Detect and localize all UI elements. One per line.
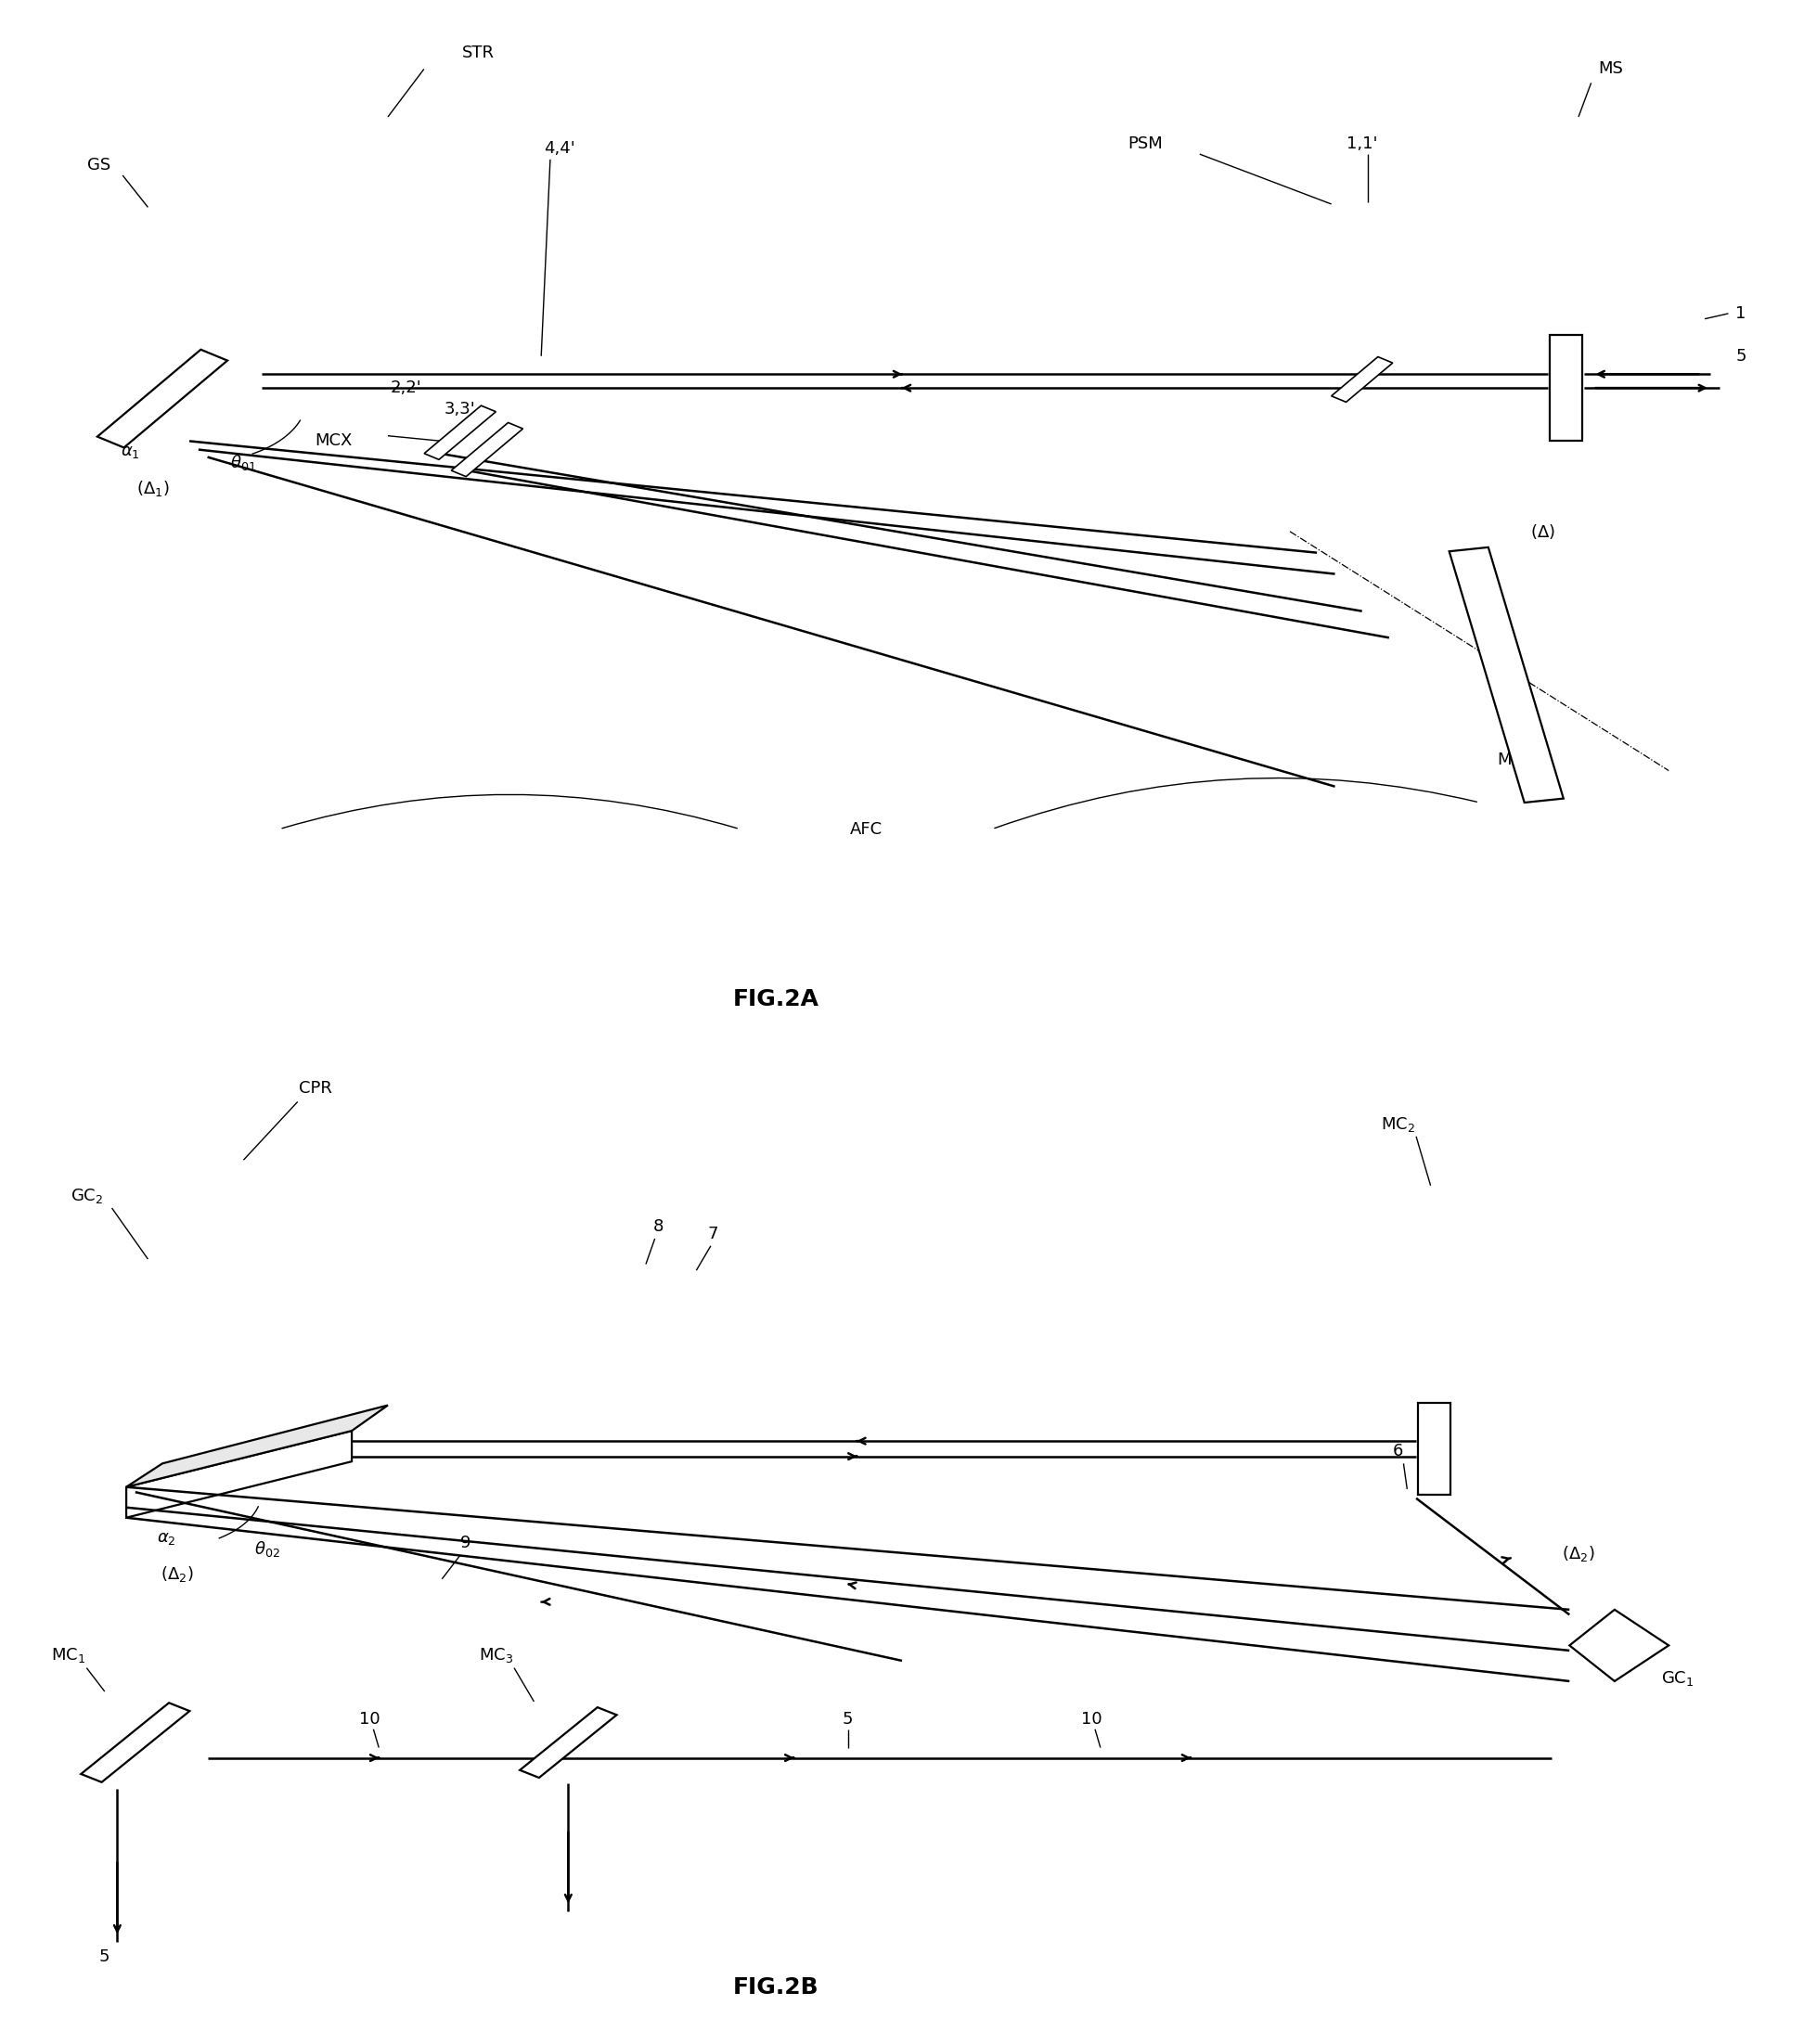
Text: 3,3': 3,3' xyxy=(444,401,476,417)
Text: $\theta_{02}$: $\theta_{02}$ xyxy=(254,1539,280,1560)
Polygon shape xyxy=(1418,1402,1450,1496)
Text: 8: 8 xyxy=(653,1218,664,1235)
Text: 4,4': 4,4' xyxy=(543,141,575,157)
Text: 5: 5 xyxy=(842,1711,853,1727)
Text: GC$_1$: GC$_1$ xyxy=(1661,1668,1694,1688)
Text: $(\Delta_2)$: $(\Delta_2)$ xyxy=(161,1564,193,1584)
Text: $(\Delta)$: $(\Delta)$ xyxy=(1530,521,1555,542)
Text: 7: 7 xyxy=(707,1224,718,1243)
Text: FIG.2A: FIG.2A xyxy=(732,987,819,1010)
Text: CPR: CPR xyxy=(299,1079,332,1098)
Text: FIG.2B: FIG.2B xyxy=(732,1977,819,1999)
Text: PSM: PSM xyxy=(1128,135,1164,151)
Text: MC$_3$: MC$_3$ xyxy=(478,1645,514,1666)
Polygon shape xyxy=(81,1703,189,1782)
Polygon shape xyxy=(1550,335,1582,442)
Polygon shape xyxy=(1569,1611,1669,1680)
Text: 2,2': 2,2' xyxy=(390,380,422,397)
Text: MCV: MCV xyxy=(1497,752,1533,769)
Text: 1: 1 xyxy=(1735,305,1746,321)
Polygon shape xyxy=(97,350,227,448)
Polygon shape xyxy=(451,423,523,476)
Text: $(\Delta_1)$: $(\Delta_1)$ xyxy=(137,478,170,499)
Polygon shape xyxy=(520,1707,617,1778)
Text: 1,1': 1,1' xyxy=(1346,135,1378,151)
Text: MC$_2$: MC$_2$ xyxy=(1380,1114,1416,1134)
Text: $\alpha_1$: $\alpha_1$ xyxy=(121,444,139,460)
Polygon shape xyxy=(1331,358,1393,403)
Polygon shape xyxy=(126,1406,388,1488)
Text: $(\Delta_2)$: $(\Delta_2)$ xyxy=(1562,1543,1595,1564)
Text: $\theta_{01}$: $\theta_{01}$ xyxy=(231,452,256,472)
Text: 5: 5 xyxy=(99,1948,110,1966)
Text: 5: 5 xyxy=(1735,347,1746,364)
Text: 10: 10 xyxy=(359,1711,381,1727)
Text: MC$_1$: MC$_1$ xyxy=(51,1645,87,1666)
Text: $\alpha_2$: $\alpha_2$ xyxy=(157,1529,175,1547)
Polygon shape xyxy=(1449,548,1564,803)
Text: 6: 6 xyxy=(1393,1443,1404,1459)
Text: 10: 10 xyxy=(1081,1711,1102,1727)
Text: MS: MS xyxy=(1598,61,1624,78)
Text: 9: 9 xyxy=(460,1535,471,1551)
Text: GS: GS xyxy=(88,157,110,174)
Text: AFC: AFC xyxy=(850,822,882,838)
Text: GC$_2$: GC$_2$ xyxy=(70,1186,103,1206)
Text: MCX: MCX xyxy=(316,433,352,450)
Polygon shape xyxy=(126,1431,352,1517)
Text: STR: STR xyxy=(462,45,494,61)
Polygon shape xyxy=(424,405,496,460)
